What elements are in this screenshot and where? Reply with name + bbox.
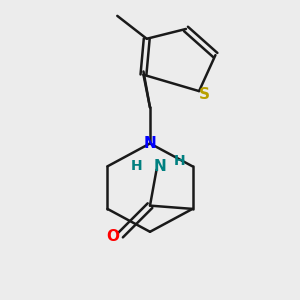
Text: N: N (144, 136, 156, 151)
Text: N: N (153, 159, 166, 174)
Text: H: H (131, 159, 143, 173)
Text: S: S (199, 87, 209, 102)
Text: H: H (174, 154, 185, 169)
Text: O: O (106, 229, 119, 244)
